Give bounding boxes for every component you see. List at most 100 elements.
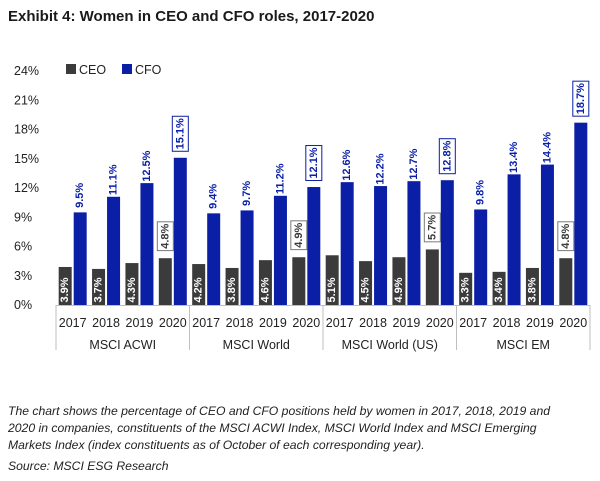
data-label-ceo: 5.7% bbox=[426, 215, 438, 240]
data-label-cfo: 9.5% bbox=[74, 183, 86, 208]
bar-cfo bbox=[507, 174, 521, 305]
legend-swatch-cfo bbox=[122, 64, 132, 74]
bar-ceo bbox=[359, 261, 373, 305]
chart-title: Exhibit 4: Women in CEO and CFO roles, 2… bbox=[8, 8, 375, 25]
x-tick-label: 2017 bbox=[459, 316, 487, 330]
legend-label-cfo: CFO bbox=[135, 63, 162, 77]
bar-ceo bbox=[125, 263, 139, 305]
data-label-ceo: 3.9% bbox=[59, 277, 71, 302]
chart-source: Source: MSCI ESG Research bbox=[8, 459, 169, 473]
legend-label-ceo: CEO bbox=[79, 63, 106, 77]
group-label: MSCI EM bbox=[497, 338, 550, 352]
x-tick-label: 2020 bbox=[426, 316, 454, 330]
data-label-cfo: 9.7% bbox=[241, 181, 253, 206]
data-label-ceo-box bbox=[423, 212, 441, 243]
data-label-cfo: 12.1% bbox=[308, 147, 320, 178]
data-label-ceo: 4.2% bbox=[193, 277, 205, 302]
data-label-ceo: 5.1% bbox=[326, 277, 338, 302]
x-tick-label: 2019 bbox=[393, 316, 421, 330]
bar-cfo bbox=[574, 122, 588, 305]
data-label-cfo: 9.4% bbox=[208, 184, 220, 209]
bar-ceo bbox=[225, 267, 239, 305]
data-label-ceo: 4.8% bbox=[560, 223, 572, 248]
bar-cfo bbox=[374, 186, 388, 305]
data-label-ceo: 4.5% bbox=[360, 277, 372, 302]
bar-chart: 0% 3% 6% 9% 12% 15% 18% 21% 24% 3.9% 9.5% 2017 3.7% 1… bbox=[14, 63, 591, 352]
bar-ceo bbox=[325, 255, 339, 305]
data-label-cfo-box bbox=[572, 80, 590, 117]
x-tick-label: 2018 bbox=[493, 316, 521, 330]
data-label-cfo: 11.2% bbox=[274, 163, 286, 194]
data-label-ceo: 4.9% bbox=[393, 277, 405, 302]
bar-ceo bbox=[258, 260, 272, 305]
data-label-ceo-box bbox=[156, 221, 174, 252]
data-label-cfo: 12.5% bbox=[141, 150, 153, 181]
x-tick-label: 2018 bbox=[92, 316, 120, 330]
data-label-ceo: 4.8% bbox=[159, 223, 171, 248]
bar-cfo bbox=[73, 212, 87, 305]
data-label-ceo: 4.9% bbox=[293, 222, 305, 247]
data-label-cfo-box bbox=[305, 145, 323, 182]
bar-cfo bbox=[207, 213, 221, 305]
data-label-cfo: 11.1% bbox=[108, 164, 120, 195]
data-label-ceo-box bbox=[290, 220, 308, 251]
x-tick-label: 2020 bbox=[292, 316, 320, 330]
bar-ceo bbox=[459, 272, 473, 305]
bar-ceo bbox=[158, 258, 172, 305]
x-tick-label: 2018 bbox=[226, 316, 254, 330]
data-label-ceo: 3.7% bbox=[93, 277, 105, 302]
data-label-cfo: 12.7% bbox=[408, 148, 420, 179]
bar-ceo bbox=[559, 258, 573, 305]
bar-ceo bbox=[92, 268, 106, 305]
data-label-ceo-box bbox=[557, 221, 575, 252]
bar-cfo bbox=[340, 182, 354, 305]
data-label-cfo: 9.8% bbox=[475, 180, 487, 205]
bar-cfo bbox=[173, 157, 187, 305]
bar-cfo bbox=[273, 195, 287, 305]
data-label-cfo: 12.2% bbox=[375, 153, 387, 184]
bar-cfo bbox=[407, 181, 421, 305]
data-label-cfo-box bbox=[171, 115, 189, 152]
bar-ceo bbox=[392, 257, 406, 305]
x-tick-label: 2017 bbox=[192, 316, 220, 330]
data-label-ceo: 4.3% bbox=[126, 277, 138, 302]
x-tick-label: 2017 bbox=[59, 316, 87, 330]
data-label-cfo: 14.4% bbox=[541, 132, 553, 163]
data-label-cfo-box bbox=[438, 138, 456, 175]
bar-cfo bbox=[307, 187, 321, 305]
group-label: MSCI World bbox=[223, 338, 290, 352]
bar-ceo bbox=[58, 266, 72, 305]
y-tick-label: 15% bbox=[14, 152, 39, 166]
data-label-ceo: 3.8% bbox=[526, 277, 538, 302]
data-label-cfo: 12.8% bbox=[441, 140, 453, 171]
x-tick-label: 2020 bbox=[159, 316, 187, 330]
bar-cfo bbox=[140, 183, 154, 305]
x-tick-label: 2019 bbox=[259, 316, 287, 330]
legend-swatch-ceo bbox=[66, 64, 76, 74]
y-tick-label: 9% bbox=[14, 210, 32, 224]
group-label: MSCI World (US) bbox=[342, 338, 438, 352]
x-tick-label: 2019 bbox=[526, 316, 554, 330]
bar-ceo bbox=[192, 264, 206, 305]
chart-note: The chart shows the percentage of CEO an… bbox=[8, 404, 550, 452]
data-label-ceo: 3.4% bbox=[493, 277, 505, 302]
bar-ceo bbox=[425, 249, 439, 305]
y-tick-label: 3% bbox=[14, 269, 32, 283]
data-label-cfo: 13.4% bbox=[508, 142, 520, 173]
data-label-cfo: 12.6% bbox=[341, 149, 353, 180]
y-tick-label: 18% bbox=[14, 123, 39, 137]
y-tick-label: 24% bbox=[14, 64, 39, 78]
x-tick-label: 2020 bbox=[559, 316, 587, 330]
x-tick-label: 2018 bbox=[359, 316, 387, 330]
bar-cfo bbox=[540, 164, 554, 305]
bar-cfo bbox=[474, 209, 488, 305]
y-tick-label: 6% bbox=[14, 240, 32, 254]
bar-cfo bbox=[440, 180, 454, 305]
y-tick-label: 0% bbox=[14, 298, 32, 312]
data-label-cfo: 15.1% bbox=[174, 118, 186, 149]
x-tick-label: 2017 bbox=[326, 316, 354, 330]
x-tick-label: 2019 bbox=[126, 316, 154, 330]
bar-cfo bbox=[107, 196, 121, 305]
data-label-ceo: 3.8% bbox=[226, 277, 238, 302]
data-label-cfo: 18.7% bbox=[575, 83, 587, 114]
